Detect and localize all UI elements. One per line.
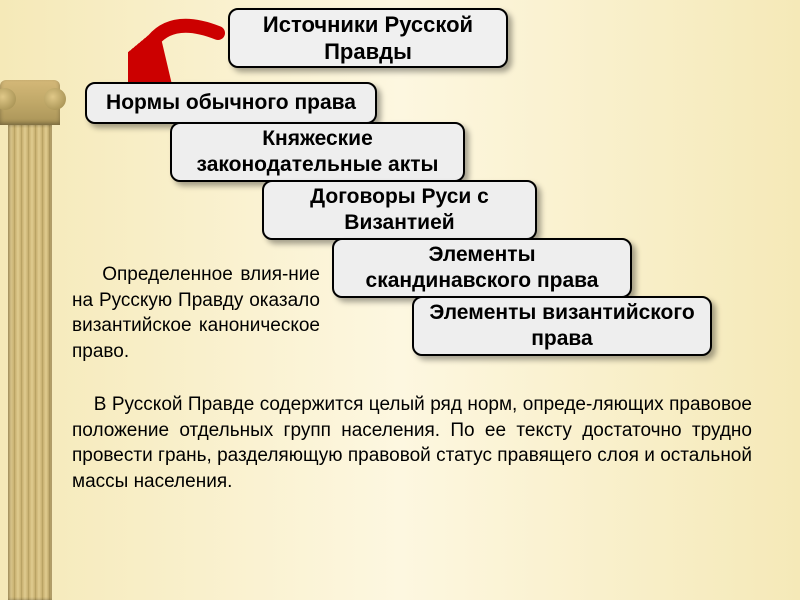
- source-label: Княжеские законодательные акты: [182, 126, 453, 179]
- source-box-4: Элементы скандинавского права: [332, 238, 632, 298]
- source-box-5: Элементы византийского права: [412, 296, 712, 356]
- source-box-2: Княжеские законодательные акты: [170, 122, 465, 182]
- title-box: Источники Русской Правды: [228, 8, 508, 68]
- paragraph-1-text: Определенное влия-ние на Русскую Правду …: [72, 264, 320, 362]
- column-shaft: [8, 125, 52, 600]
- source-label: Элементы скандинавского права: [344, 242, 620, 295]
- ionic-column-decoration: [0, 80, 60, 600]
- source-box-3: Договоры Руси с Византией: [262, 180, 537, 240]
- paragraph-1: Определенное влия-ние на Русскую Правду …: [72, 262, 320, 365]
- source-box-1: Нормы обычного права: [85, 82, 377, 124]
- title-text: Источники Русской Правды: [240, 11, 496, 66]
- paragraph-2-text: В Русской Правде содержится целый ряд но…: [72, 394, 752, 492]
- source-label: Элементы византийского права: [424, 300, 700, 353]
- source-label: Нормы обычного права: [106, 90, 356, 116]
- source-label: Договоры Руси с Византией: [274, 184, 525, 237]
- column-capital: [0, 80, 60, 125]
- paragraph-2: В Русской Правде содержится целый ряд но…: [72, 392, 752, 495]
